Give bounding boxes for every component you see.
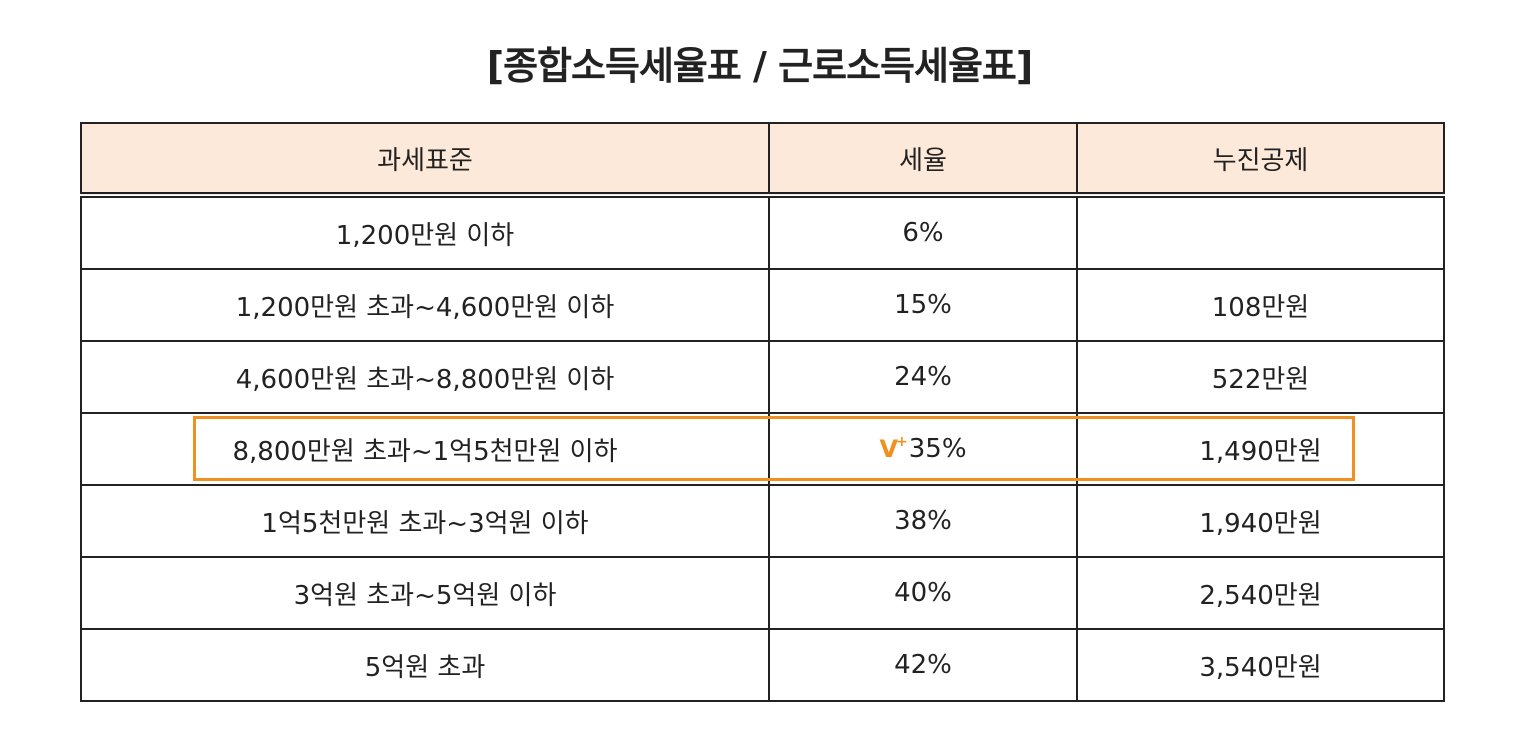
table-row: 1억5천만원 초과~3억원 이하 38% 1,940만원 xyxy=(80,484,1445,558)
tax-rate-cell: 6% xyxy=(768,194,1078,270)
deduction-cell: 108만원 xyxy=(1076,268,1445,342)
tax-rate-cell: 24% xyxy=(768,340,1078,414)
tax-bracket-cell: 8,800만원 초과~1억5천만원 이하 xyxy=(80,412,770,486)
check-plus-mark-icon: V+ xyxy=(879,434,908,463)
deduction-cell: 2,540만원 xyxy=(1076,556,1445,630)
table-row: 1,200만원 초과~4,600만원 이하 15% 108만원 xyxy=(80,268,1445,342)
tax-bracket-cell: 1억5천만원 초과~3억원 이하 xyxy=(80,484,770,558)
check-mark: V xyxy=(879,435,899,463)
tax-rate-cell: V+35% xyxy=(768,412,1078,486)
table-row: 5억원 초과 42% 3,540만원 xyxy=(80,628,1445,702)
page-title: [종합소득세율표 / 근로소득세율표] xyxy=(486,44,1034,88)
header-tax-rate: 세율 xyxy=(768,122,1078,198)
tax-rate-cell: 42% xyxy=(768,628,1078,702)
table-row: 1,200만원 이하 6% xyxy=(80,194,1445,270)
tax-bracket-cell: 4,600만원 초과~8,800만원 이하 xyxy=(80,340,770,414)
deduction-cell: 1,490만원 xyxy=(1076,412,1445,486)
table-row: 3억원 초과~5억원 이하 40% 2,540만원 xyxy=(80,556,1445,630)
header-progressive-deduction: 누진공제 xyxy=(1076,122,1445,198)
tax-bracket-cell: 1,200만원 초과~4,600만원 이하 xyxy=(80,268,770,342)
deduction-cell: 3,540만원 xyxy=(1076,628,1445,702)
deduction-cell: 1,940만원 xyxy=(1076,484,1445,558)
tax-rate-cell: 15% xyxy=(768,268,1078,342)
header-tax-base: 과세표준 xyxy=(80,122,770,198)
table-row-highlighted: 8,800만원 초과~1억5천만원 이하 V+35% 1,490만원 xyxy=(80,412,1445,486)
table-header-row: 과세표준 세율 누진공제 xyxy=(80,122,1445,198)
tax-bracket-cell: 1,200만원 이하 xyxy=(80,194,770,270)
tax-bracket-cell: 3억원 초과~5억원 이하 xyxy=(80,556,770,630)
tax-rate-cell: 38% xyxy=(768,484,1078,558)
tax-rate-cell: 40% xyxy=(768,556,1078,630)
tax-bracket-cell: 5억원 초과 xyxy=(80,628,770,702)
deduction-cell: 522만원 xyxy=(1076,340,1445,414)
tax-rate-value: 35% xyxy=(908,434,967,464)
deduction-cell xyxy=(1076,194,1445,270)
table-row: 4,600만원 초과~8,800만원 이하 24% 522만원 xyxy=(80,340,1445,414)
tax-rate-table: 과세표준 세율 누진공제 1,200만원 이하 6% 1,200만원 초과~4,… xyxy=(80,122,1445,702)
plus-mark: + xyxy=(896,434,908,450)
